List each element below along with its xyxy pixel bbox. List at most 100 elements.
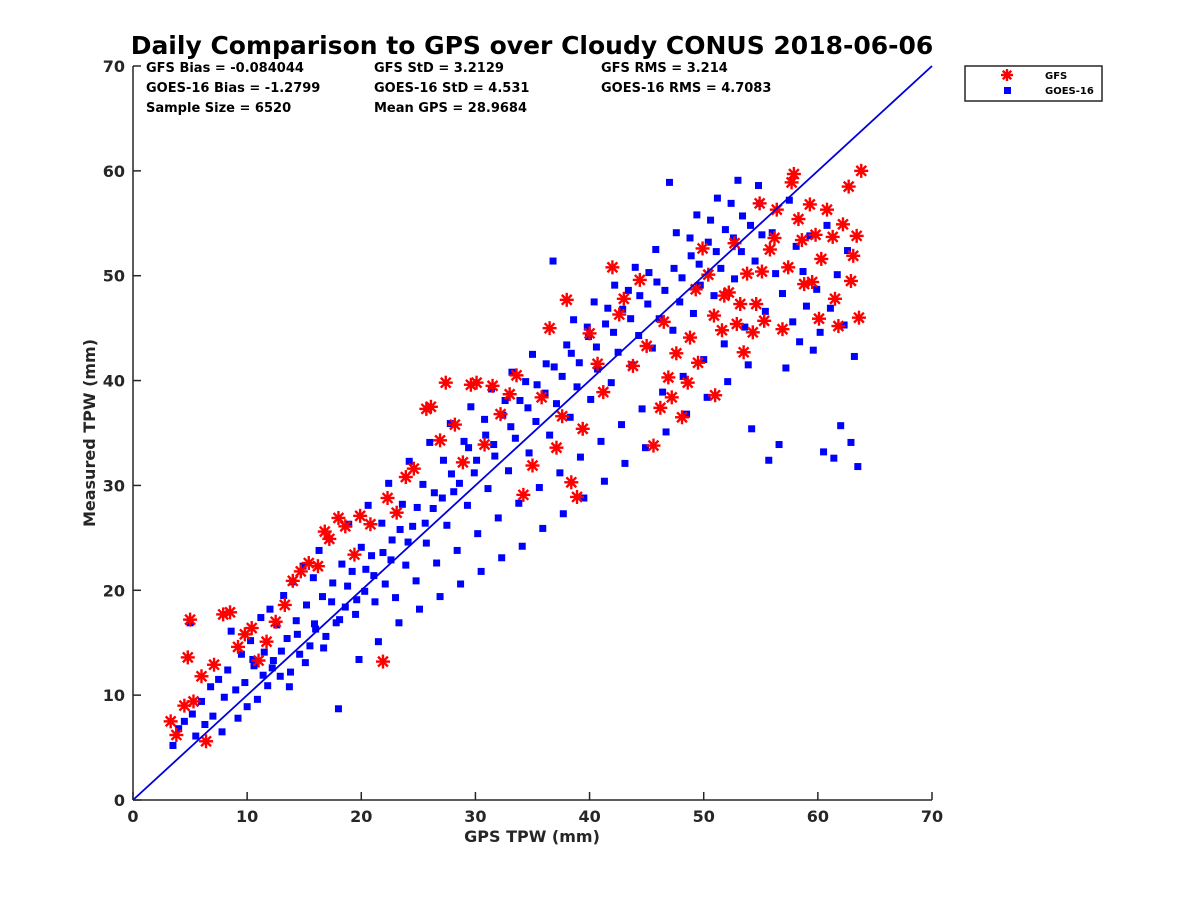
goes16-point	[669, 326, 677, 334]
goes16-point	[334, 705, 342, 713]
goes16-point	[292, 617, 300, 625]
goes16-point	[809, 346, 817, 354]
goes16-point	[505, 467, 513, 475]
goes16-point	[778, 290, 786, 298]
goes16-point	[755, 182, 763, 190]
gfs-point	[669, 346, 684, 361]
goes16-point	[542, 360, 550, 368]
gfs-point	[516, 487, 531, 502]
gfs-point	[380, 491, 395, 506]
gfs-point	[502, 387, 517, 402]
goes16-point	[494, 514, 502, 522]
goes16-point	[854, 463, 862, 471]
gfs-point	[277, 597, 292, 612]
gfs-point	[740, 266, 755, 281]
goes16-point	[224, 666, 232, 674]
goes16-point	[241, 679, 249, 687]
gfs-point	[223, 605, 238, 620]
goes16-point	[436, 593, 444, 601]
stat-text: GOES-16 StD = 4.531	[374, 81, 529, 96]
chart-title: Daily Comparison to GPS over Cloudy CONU…	[131, 31, 934, 60]
goes16-point	[678, 274, 686, 282]
goes16-point	[474, 530, 482, 538]
gfs-point	[542, 321, 557, 336]
goes16-point	[552, 400, 560, 408]
y-tick-label: 20	[103, 581, 125, 600]
goes16-point	[207, 683, 215, 691]
gfs-point	[347, 547, 362, 562]
goes16-point	[374, 638, 382, 646]
gfs-point	[194, 669, 209, 684]
goes16-point	[621, 459, 629, 467]
goes16-point	[611, 281, 619, 289]
x-tick-label: 20	[350, 807, 372, 826]
goes16-point	[739, 212, 747, 220]
goes16-point	[789, 318, 797, 326]
goes16-point	[744, 361, 752, 369]
gfs-point	[843, 273, 858, 288]
goes16-point	[761, 307, 769, 315]
goes16-point	[648, 344, 656, 352]
goes16-point	[618, 421, 626, 429]
goes16-point	[573, 383, 581, 391]
gfs-point	[616, 291, 631, 306]
goes16-point	[567, 349, 575, 357]
goes16-point	[570, 316, 578, 324]
goes16-point	[455, 479, 463, 487]
goes16-point	[833, 271, 841, 279]
gfs-point	[596, 385, 611, 400]
goes16-point	[385, 479, 393, 487]
goes16-point	[782, 364, 790, 372]
goes16-point	[566, 413, 574, 421]
goes16-point	[532, 417, 540, 425]
gfs-point	[831, 319, 846, 334]
goes16-point	[689, 309, 697, 317]
gfs-point	[549, 440, 564, 455]
goes16-point	[405, 457, 413, 465]
gfs-point	[706, 308, 721, 323]
goes16-point	[737, 248, 745, 256]
goes16-point	[661, 286, 669, 294]
goes16-point	[549, 257, 557, 265]
y-tick-label: 60	[103, 162, 125, 181]
gfs-point	[555, 409, 570, 424]
goes16-point	[748, 425, 756, 433]
goes16-point	[209, 712, 217, 720]
goes16-point	[533, 381, 541, 389]
goes16-point	[315, 546, 323, 554]
goes16-point	[575, 359, 583, 367]
gfs-point	[745, 325, 760, 340]
goes16-point	[426, 438, 434, 446]
goes16-point	[296, 650, 304, 658]
goes16-point	[741, 323, 749, 331]
goes16-point	[644, 300, 652, 308]
goes16-point	[338, 560, 346, 568]
goes16-point	[717, 264, 725, 272]
gfs-point	[791, 212, 806, 227]
gfs-point	[582, 326, 597, 341]
gfs-point	[199, 734, 214, 749]
goes16-point	[368, 552, 376, 560]
goes16-point	[522, 378, 530, 386]
goes16-point	[727, 199, 735, 207]
gfs-point	[656, 314, 671, 329]
legend: GFS GOES-16	[964, 65, 1103, 102]
goes16-point	[357, 543, 365, 551]
goes16-point	[276, 672, 284, 680]
goes16-point	[665, 178, 673, 186]
goes16-point	[490, 441, 498, 449]
goes16-point	[484, 485, 492, 493]
gfs-point	[781, 260, 796, 275]
gfs-point	[612, 307, 627, 322]
goes16-point	[631, 263, 639, 271]
goes16-point	[546, 431, 554, 439]
gfs-point	[625, 358, 640, 373]
gfs-point	[169, 727, 184, 742]
gfs-point	[509, 368, 524, 383]
goes16-point	[556, 469, 564, 477]
goes16-point	[348, 567, 356, 575]
goes16-point	[558, 372, 566, 380]
goes16-point	[624, 286, 632, 294]
